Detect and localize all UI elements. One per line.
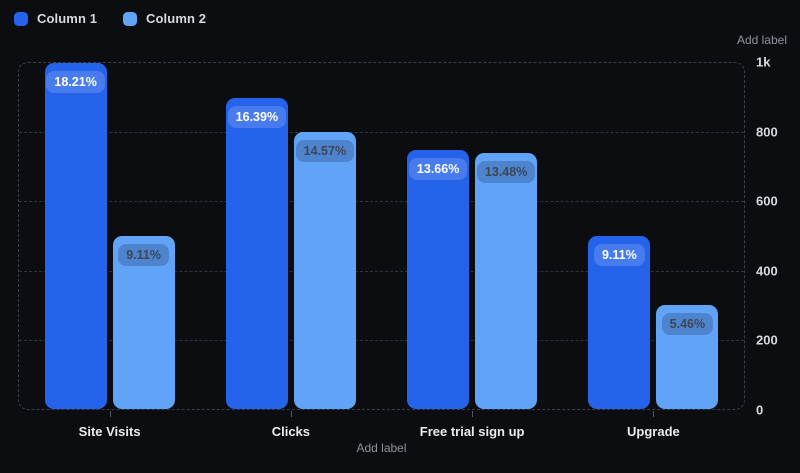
- category-label: Free trial sign up: [419, 424, 525, 439]
- bars-row: 18.21% 9.11% Site Visits 16.39% 14.57% Clicks…: [19, 63, 744, 439]
- legend-swatch-column-2: [123, 11, 138, 26]
- x-axis-tick: [109, 411, 111, 417]
- bar-value-label: 18.21%: [46, 71, 105, 94]
- bar-group: 18.21% 9.11% Site Visits: [44, 63, 175, 439]
- legend-label: Column 1: [37, 11, 98, 26]
- y-tick-label: 400: [756, 263, 778, 279]
- x-axis-tick: [653, 411, 655, 417]
- category-label: Site Visits: [78, 424, 141, 439]
- bar-value-label: 16.39%: [227, 105, 287, 128]
- gridline: [19, 339, 744, 341]
- y-axis-title[interactable]: Add label: [736, 33, 787, 47]
- bar-column-2[interactable]: 5.46%: [656, 305, 719, 409]
- y-tick-label: 600: [756, 193, 778, 209]
- bar-column-1[interactable]: 18.21%: [44, 63, 107, 409]
- bar-column-1[interactable]: 16.39%: [225, 97, 288, 409]
- bar-column-2[interactable]: 9.11%: [112, 236, 175, 409]
- bar-value-label: 9.11%: [593, 244, 645, 267]
- plot-area: 18.21% 9.11% Site Visits 16.39% 14.57% Clicks…: [18, 62, 745, 439]
- y-tick-label: 200: [756, 332, 778, 348]
- legend-swatch-column-1: [14, 11, 28, 26]
- bar-group: 13.66% 13.48% Free trial sign up: [407, 63, 538, 439]
- category-label: Clicks: [271, 424, 311, 439]
- category-label: Upgrade: [627, 424, 680, 439]
- y-tick-label: 1k: [756, 54, 771, 70]
- gridline: [19, 132, 744, 134]
- legend-item-column-1[interactable]: Column 1: [14, 11, 97, 26]
- bar-column-1[interactable]: 9.11%: [588, 236, 651, 409]
- bar-value-label: 14.57%: [295, 140, 355, 163]
- bar-value-label: 9.11%: [118, 244, 169, 267]
- legend: Column 1 Column 2: [14, 11, 206, 26]
- bar-value-label: 13.48%: [476, 160, 536, 184]
- y-axis-ticks: 1k 800 600 400 200 0: [756, 55, 798, 418]
- bar-value-label: 13.66%: [408, 157, 468, 180]
- y-tick-label: 800: [756, 124, 778, 140]
- bar-column-1[interactable]: 13.66%: [407, 149, 470, 409]
- x-axis-tick: [472, 411, 474, 417]
- legend-item-column-2[interactable]: Column 2: [123, 11, 206, 26]
- gridline: [19, 201, 744, 203]
- y-tick-label: 0: [756, 402, 764, 418]
- bar-group: 16.39% 14.57% Clicks: [225, 63, 356, 439]
- x-axis-tick: [290, 411, 292, 417]
- bar-column-2[interactable]: 13.48%: [475, 152, 538, 409]
- legend-label: Column 2: [146, 11, 207, 26]
- gridline: [19, 270, 744, 272]
- bar-group: 9.11% 5.46% Upgrade: [588, 63, 719, 439]
- bar-column-2[interactable]: 14.57%: [293, 132, 356, 409]
- bar-value-label: 5.46%: [661, 313, 714, 336]
- x-axis-title[interactable]: Add label: [356, 441, 407, 455]
